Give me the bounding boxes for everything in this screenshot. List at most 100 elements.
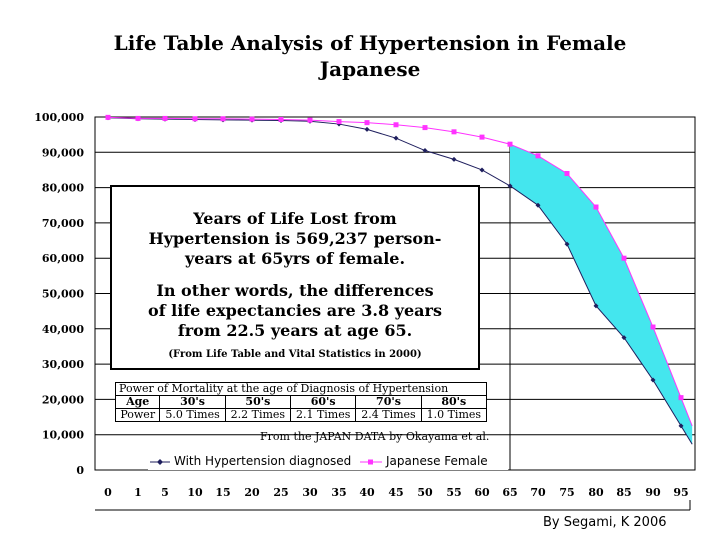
series-layer xyxy=(105,114,693,445)
table-caption-row: Power of Mortality at the age of Diagnos… xyxy=(115,382,487,396)
data-point xyxy=(507,141,513,147)
data-point xyxy=(535,202,541,208)
table-header-cell: 80's xyxy=(420,395,488,409)
data-point xyxy=(364,126,370,132)
legend-marker-female xyxy=(368,459,373,465)
legend-label-female: Japanese Female xyxy=(386,454,488,468)
data-point xyxy=(564,170,570,176)
data-point xyxy=(393,135,399,141)
data-point xyxy=(364,120,370,126)
x-tick-label: 35 xyxy=(331,486,346,499)
x-tick-label: 15 xyxy=(215,486,230,499)
x-tick-label: 65 xyxy=(502,486,517,499)
x-tick-label: 95 xyxy=(673,486,688,499)
x-tick-label: 85 xyxy=(616,486,631,499)
y-tick-label: 40,000 xyxy=(42,323,84,336)
y-tick-label: 50,000 xyxy=(42,288,84,301)
data-point xyxy=(422,148,428,154)
data-point xyxy=(650,324,656,330)
series-line xyxy=(107,117,693,445)
table-header-cell: 50's xyxy=(224,395,292,409)
table-header-cell: 30's xyxy=(159,395,226,409)
legend-label-hypertension: With Hypertension diagnosed xyxy=(174,454,352,468)
data-point xyxy=(621,335,627,341)
annotation-box: Years of Life Lost from Hypertension is … xyxy=(110,185,480,370)
legend-marker-hypertension xyxy=(157,459,163,465)
data-point xyxy=(249,116,255,122)
x-tick-label: 80 xyxy=(588,486,604,499)
annotation-source: (From Life Table and Vital Statistics in… xyxy=(168,349,422,360)
table-cell: 1.0 Times xyxy=(420,408,488,422)
data-point xyxy=(307,117,313,123)
legend-swatches xyxy=(150,459,382,465)
data-point xyxy=(479,134,485,140)
x-tick-label: 20 xyxy=(244,486,260,499)
mortality-table: Power of Mortality at the age of Diagnos… xyxy=(114,382,488,422)
data-point xyxy=(336,119,342,125)
x-tick-label: 5 xyxy=(161,486,169,499)
data-point xyxy=(135,115,141,121)
x-tick-label: 50 xyxy=(417,486,433,499)
table-cell: 2.2 Times xyxy=(224,408,292,422)
chart-title: Life Table Analysis of Hypertension in F… xyxy=(113,31,627,81)
y-tick-label: 70,000 xyxy=(42,217,84,230)
table-cell: 2.1 Times xyxy=(290,408,357,422)
table-header-cell: 60's xyxy=(290,395,357,409)
table-row: Power 5.0 Times 2.2 Times 2.1 Times 2.4 … xyxy=(114,408,488,422)
data-point xyxy=(451,129,457,135)
legend: With Hypertension diagnosed Japanese Fem… xyxy=(148,452,508,470)
data-point xyxy=(451,156,457,162)
annotation-line: Years of Life Lost from xyxy=(193,209,397,228)
y-tick-label: 10,000 xyxy=(42,429,84,442)
series-line xyxy=(107,116,693,427)
data-point xyxy=(105,114,111,120)
annotation-line: Hypertension is 569,237 person- xyxy=(148,229,442,248)
data-point xyxy=(678,423,684,429)
y-axis-ticks: 0 10,000 20,000 30,000 40,000 50,000 60,000 70,… xyxy=(34,111,84,477)
y-tick-label: 100,000 xyxy=(34,111,84,124)
table-source: From the JAPAN DATA by Okayama et al. xyxy=(260,430,490,443)
data-point xyxy=(593,204,599,210)
x-tick-label: 0 xyxy=(104,486,112,499)
y-tick-label: 20,000 xyxy=(42,393,84,406)
annotation-line: years at 65yrs of female. xyxy=(184,249,406,268)
data-point xyxy=(220,116,226,122)
y-tick-label: 30,000 xyxy=(42,358,84,371)
data-point xyxy=(192,116,198,122)
x-tick-label: 30 xyxy=(302,486,318,499)
data-point xyxy=(650,377,656,383)
y-tick-label: 60,000 xyxy=(42,252,84,265)
x-axis-ticks: 0 1 5 10 15 20 25 30 35 40 45 50 55 60 65 70 75 80 85 90 95 xyxy=(104,486,688,499)
y-tick-label: 0 xyxy=(76,464,84,477)
data-point xyxy=(564,241,570,247)
y-tick-label: 90,000 xyxy=(42,146,84,159)
x-tick-label: 40 xyxy=(359,486,375,499)
data-point xyxy=(535,153,541,159)
table-cell: Power xyxy=(114,408,161,422)
data-point xyxy=(479,167,485,173)
table-header-row: Age 30's 50's 60's 70's 80's xyxy=(114,395,488,409)
annotation-line: In other words, the differences xyxy=(156,281,434,300)
table-cell: 5.0 Times xyxy=(159,408,226,422)
x-tick-label: 10 xyxy=(187,486,203,499)
data-point xyxy=(162,115,168,121)
table-caption: Power of Mortality at the age of Diagnos… xyxy=(115,382,487,396)
x-tick-label: 45 xyxy=(388,486,403,499)
x-tick-label: 1 xyxy=(134,486,142,499)
x-tick-label: 60 xyxy=(474,486,490,499)
data-point xyxy=(507,183,513,189)
data-point xyxy=(422,125,428,131)
table-header-cell: Age xyxy=(114,395,161,409)
table-header-cell: 70's xyxy=(355,395,422,409)
data-point xyxy=(593,303,599,309)
x-tick-label: 55 xyxy=(446,486,461,499)
x-tick-label: 90 xyxy=(645,486,661,499)
data-point xyxy=(678,395,684,401)
annotation-line: from 22.5 years at age 65. xyxy=(177,321,413,340)
x-tick-label: 25 xyxy=(273,486,288,499)
annotation-line: of life expectancies are 3.8 years xyxy=(148,301,442,320)
data-point xyxy=(393,122,399,128)
y-tick-label: 80,000 xyxy=(42,182,84,195)
credit-text: By Segami, K 2006 xyxy=(543,515,667,530)
x-tick-label: 70 xyxy=(530,486,546,499)
